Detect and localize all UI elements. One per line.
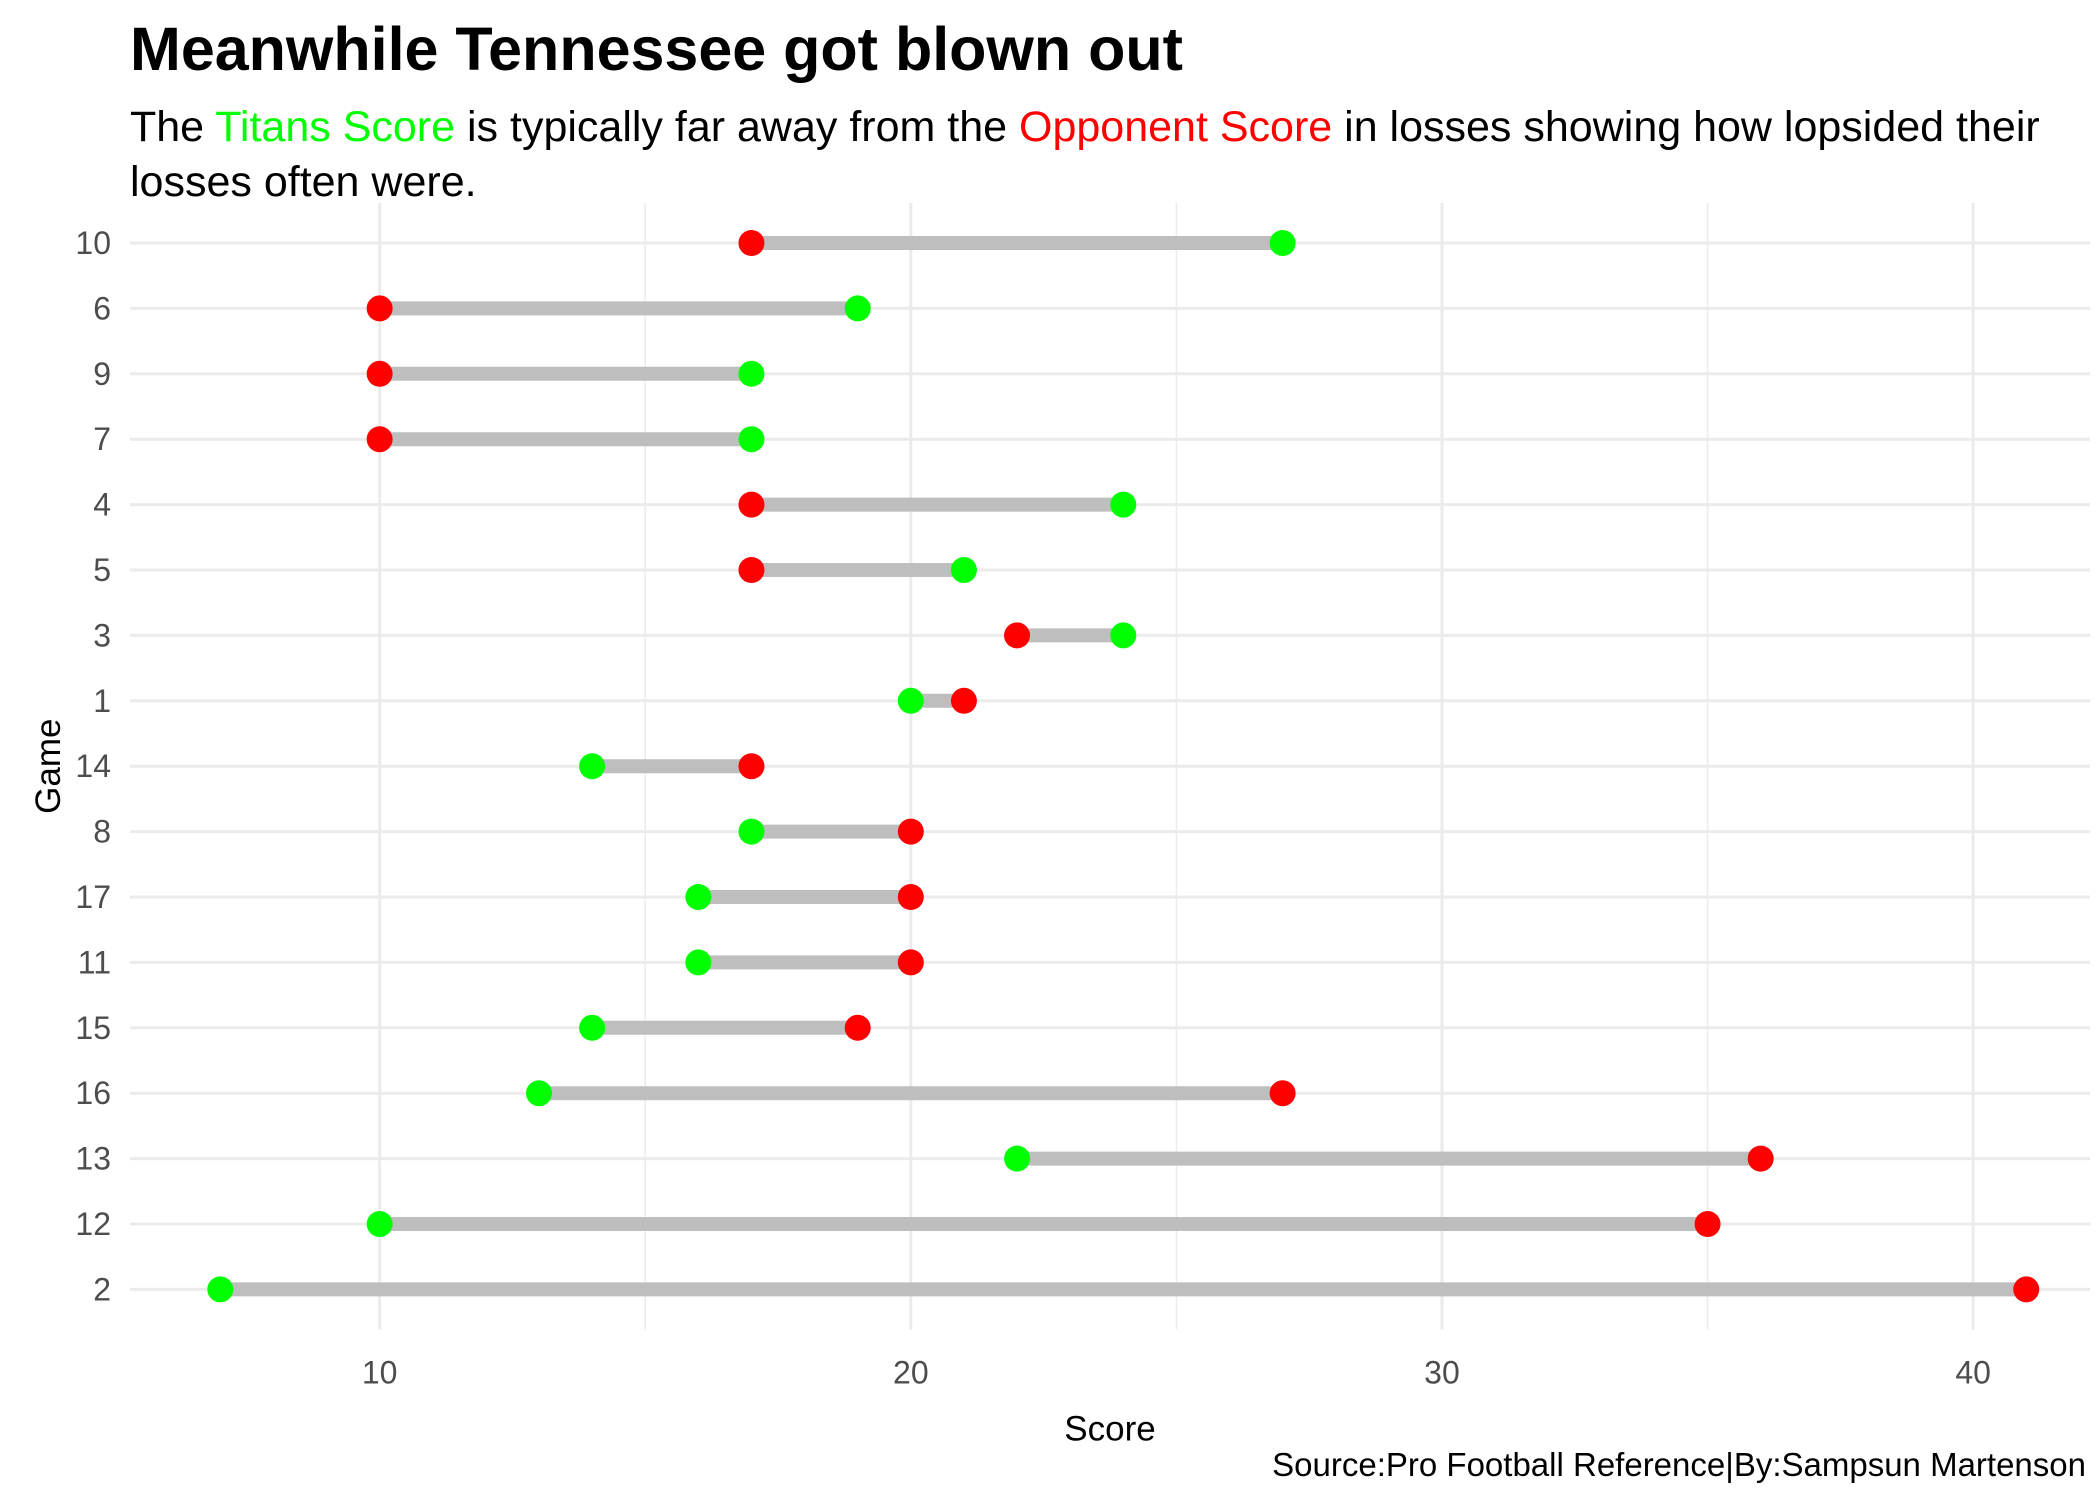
y-tick-label: 15: [75, 1010, 111, 1046]
y-tick-label: 8: [93, 814, 111, 850]
y-tick-label: 2: [93, 1271, 111, 1307]
titans-score-point: [738, 360, 765, 387]
titans-score-point: [685, 949, 712, 976]
opponent-score-point: [1747, 1145, 1774, 1172]
subtitle-text-start: The: [130, 103, 216, 151]
score-gap-segments: [220, 236, 2027, 1297]
titans-score-point: [525, 1080, 552, 1107]
opponent-score-point: [1694, 1211, 1721, 1237]
titans-score-point: [685, 884, 712, 910]
y-tick-label: 7: [93, 421, 111, 457]
y-tick-label: 12: [75, 1206, 111, 1242]
x-axis-title: Score: [1064, 1409, 1155, 1448]
titans-score-point: [897, 687, 924, 714]
score-points: [207, 230, 2040, 1303]
y-tick-label: 17: [75, 879, 111, 915]
x-tick-label: 10: [362, 1354, 398, 1390]
opponent-score-point: [738, 753, 765, 780]
titans-score-point: [207, 1276, 234, 1303]
opponent-score-point: [738, 557, 765, 583]
opponent-score-point: [366, 360, 393, 387]
opponent-score-point: [897, 949, 924, 976]
y-axis-title: Game: [29, 719, 68, 814]
titans-score-point: [579, 1014, 606, 1041]
opponent-score-point: [366, 295, 393, 322]
opponent-score-point: [366, 426, 393, 453]
y-tick-label: 9: [93, 356, 111, 392]
y-tick-label: 5: [93, 552, 111, 588]
y-tick-label: 3: [93, 617, 111, 653]
subtitle-opponent-score: Opponent Score: [1019, 103, 1333, 151]
opponent-score-point: [844, 1014, 871, 1041]
x-tick-label: 20: [893, 1354, 929, 1390]
y-tick-label: 11: [78, 944, 111, 980]
y-tick-label: 14: [75, 748, 111, 784]
x-axis-tick-labels: 10 20 30 40: [362, 1354, 1991, 1390]
titans-score-point: [366, 1211, 393, 1237]
opponent-score-point: [950, 687, 977, 714]
titans-score-point: [1269, 230, 1296, 256]
chart-title: Meanwhile Tennessee got blown out: [130, 15, 1183, 83]
y-tick-label: 13: [75, 1141, 111, 1177]
titans-score-point: [579, 753, 606, 780]
titans-score-point: [1110, 491, 1137, 518]
subtitle-text-end: in losses showing how lopsided their los…: [130, 103, 2040, 206]
titans-score-point: [1004, 1145, 1031, 1172]
titans-score-point: [738, 818, 765, 845]
y-tick-label: 10: [75, 225, 111, 261]
x-tick-label: 40: [1955, 1354, 1991, 1390]
x-tick-label: 30: [1424, 1354, 1460, 1390]
opponent-score-point: [897, 818, 924, 845]
opponent-score-point: [738, 230, 765, 256]
y-tick-label: 1: [93, 683, 111, 719]
y-tick-label: 4: [93, 487, 111, 523]
y-tick-label: 6: [93, 290, 111, 326]
titans-score-point: [844, 295, 871, 322]
subtitle-titans-score: Titans Score: [215, 103, 456, 151]
opponent-score-point: [1004, 622, 1031, 649]
opponent-score-point: [738, 491, 765, 518]
y-tick-label: 16: [75, 1075, 111, 1111]
opponent-score-point: [897, 884, 924, 910]
titans-score-point: [950, 557, 977, 583]
opponent-score-point: [2013, 1276, 2040, 1303]
opponent-score-point: [1269, 1080, 1296, 1107]
titans-score-point: [738, 426, 765, 453]
chart-subtitle: The Titans Score is typically far away f…: [130, 100, 2090, 210]
titans-score-point: [1110, 622, 1137, 649]
subtitle-text-middle: is typically far away from the: [455, 103, 1020, 151]
source-caption: Source:Pro Football Reference|By:Sampsun…: [1272, 1446, 2086, 1483]
y-axis-tick-labels: 10 6 9 7 4 5 3 1 14 8 17 11 15 16 13 12 2: [75, 225, 111, 1307]
